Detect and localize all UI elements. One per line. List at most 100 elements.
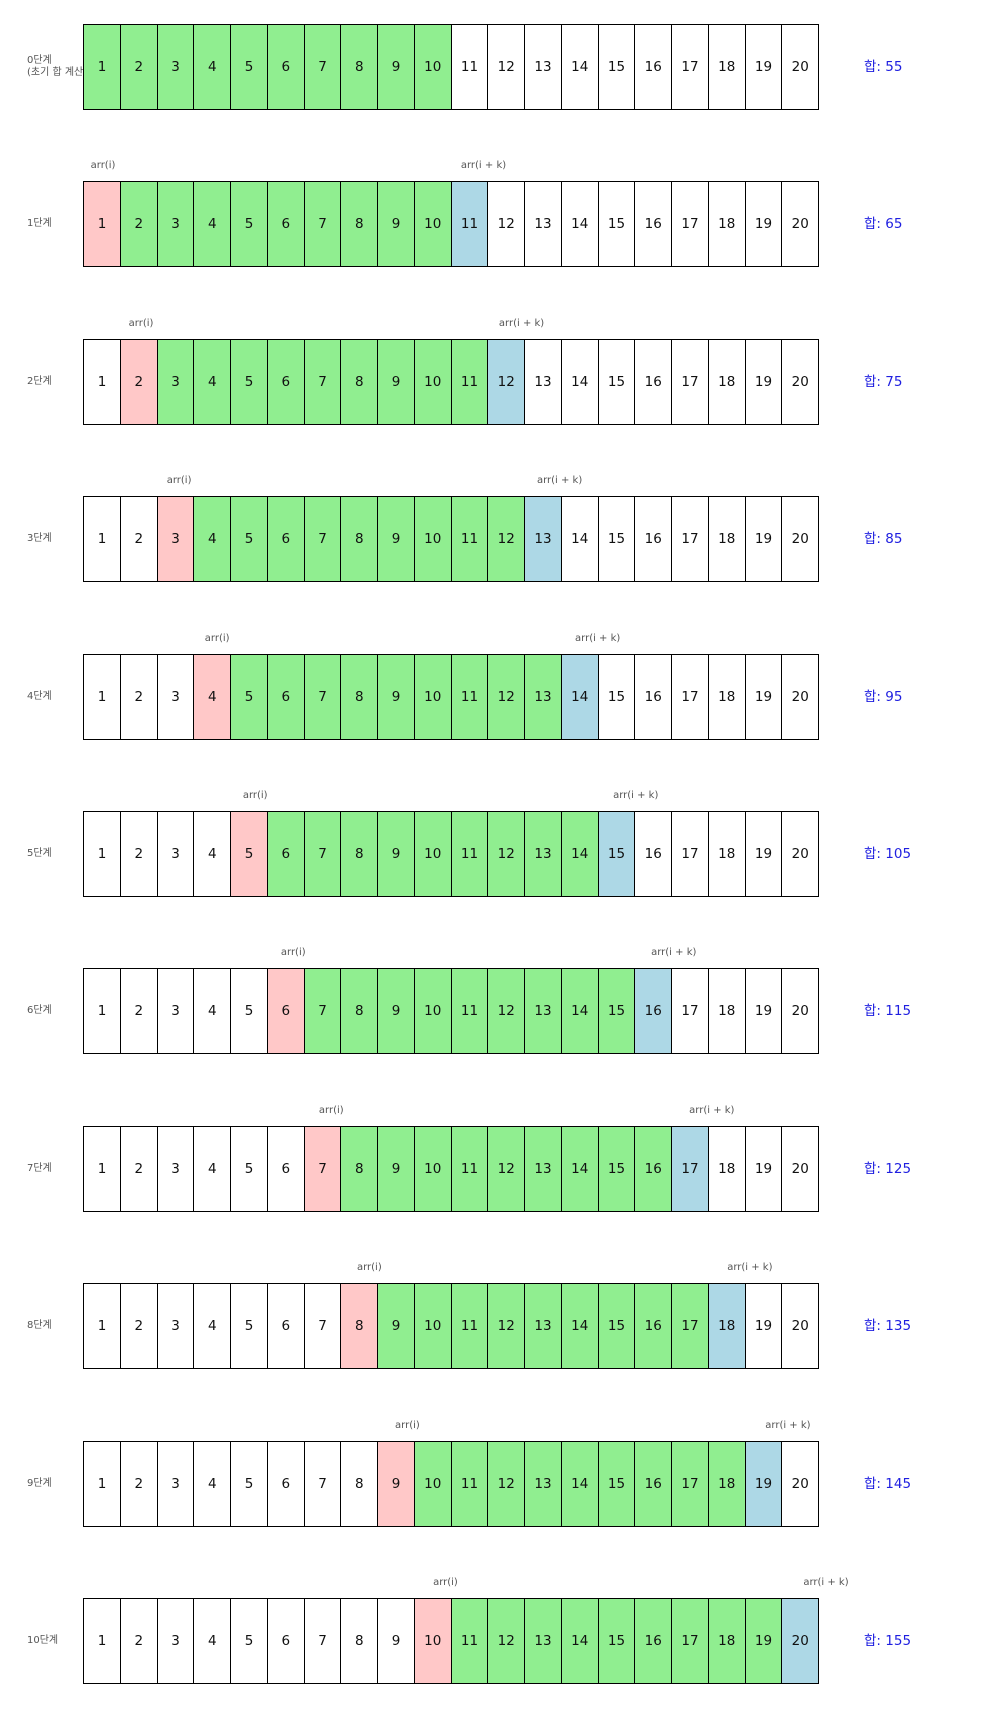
stage-label: 5단계 <box>27 848 52 859</box>
stage-label: 10단계 <box>27 1635 59 1646</box>
pointer-label-add: arr(i + k) <box>460 160 507 172</box>
array-cell: 19 <box>744 24 783 110</box>
window-sum: 합: 55 <box>864 59 903 75</box>
array-cell-window: 8 <box>340 181 379 268</box>
window-sum: 합: 125 <box>864 1160 912 1177</box>
pointer-label-remove: arr(i) <box>204 632 230 644</box>
array-cell-window: 5 <box>230 496 269 583</box>
array-cell: 3 <box>156 811 195 897</box>
array-cell-window: 7 <box>303 811 342 897</box>
array-cell-window: 14 <box>560 811 599 897</box>
pointer-label-remove: arr(i) <box>90 160 116 172</box>
stage-row: 6단계 arr(i) arr(i + k) 1 2 3 4 5 6 7 8 9 10 11 12 13 14 15… <box>0 944 1000 1055</box>
array-cell: 16 <box>634 653 673 740</box>
array-cell-window: 13 <box>524 1598 563 1684</box>
window-sum: 합: 75 <box>864 373 903 390</box>
array-cell: 18 <box>707 653 746 740</box>
array-cell: 12 <box>487 24 526 110</box>
array-cell-window: 7 <box>303 653 342 740</box>
array-cell-window: 10 <box>413 338 452 425</box>
array-cell-window: 2 <box>119 24 158 110</box>
array-cell: 19 <box>744 338 783 425</box>
stage-row: 9단계 arr(i) arr(i + k) 1 2 3 4 5 6 7 8 9 10 11 12 13 14 15… <box>0 1417 1000 1527</box>
array-cell: 18 <box>707 181 746 268</box>
array-cell: 1 <box>83 811 122 897</box>
array-cell: 7 <box>303 1440 342 1527</box>
array-cell-added: 18 <box>707 1283 746 1370</box>
array-cell: 6 <box>266 1440 305 1527</box>
array-cell: 4 <box>193 1283 232 1370</box>
array-cell-removed: 3 <box>156 496 195 583</box>
array-cell-window: 18 <box>707 1440 746 1527</box>
array-cell-window: 8 <box>340 496 379 583</box>
array-cell-added: 19 <box>744 1440 783 1527</box>
array-cell-window: 9 <box>377 1283 416 1370</box>
stage-label: 4단계 <box>27 690 52 702</box>
array-cell: 16 <box>634 24 673 110</box>
array-cell: 20 <box>781 1125 820 1212</box>
array-cell: 1 <box>83 653 122 740</box>
array-cell-removed: 1 <box>83 181 122 268</box>
array-cell: 7 <box>303 1283 342 1370</box>
pointer-label-add: arr(i + k) <box>575 632 621 644</box>
pointer-label-remove: arr(i) <box>395 1419 420 1431</box>
window-sum: 합: 95 <box>864 688 903 705</box>
array-cell-window: 17 <box>671 1440 710 1527</box>
array-cell-window: 10 <box>413 496 452 583</box>
array-cell-window: 12 <box>487 1125 526 1212</box>
array-cell-window: 3 <box>156 24 195 110</box>
array-cell: 18 <box>707 811 746 897</box>
array-cell-window: 2 <box>119 181 158 268</box>
array-cell-window: 6 <box>266 811 305 897</box>
array-cell-window: 9 <box>377 968 416 1055</box>
array-cell-removed: 9 <box>377 1440 416 1527</box>
array-cell: 17 <box>671 968 710 1055</box>
array-cell: 13 <box>524 24 563 110</box>
array-cell: 19 <box>744 968 783 1055</box>
array-cell: 3 <box>156 1283 195 1370</box>
array-cell: 20 <box>781 811 820 897</box>
array-cell-window: 18 <box>707 1598 746 1684</box>
array-cell-window: 4 <box>193 496 232 583</box>
array-cell-window: 5 <box>230 338 269 425</box>
array-cell-window: 11 <box>450 1598 489 1684</box>
array-cell-window: 7 <box>303 338 342 425</box>
array-cell-window: 10 <box>413 968 452 1055</box>
array-cell-window: 11 <box>450 653 489 740</box>
array-cell-window: 9 <box>377 181 416 268</box>
array-cell-window: 19 <box>744 1598 783 1684</box>
array-cell: 5 <box>230 968 269 1055</box>
window-sum: 합: 145 <box>864 1475 912 1492</box>
pointer-label-add: arr(i + k) <box>536 475 583 487</box>
array-cell-window: 12 <box>487 496 526 583</box>
array-cell-window: 6 <box>266 24 305 110</box>
array-cell: 19 <box>744 1283 783 1370</box>
array-cell-window: 11 <box>450 968 489 1055</box>
array-cell: 20 <box>781 1440 820 1527</box>
array-cell-window: 14 <box>560 1125 599 1212</box>
array-cell: 15 <box>597 181 636 268</box>
array-cell-window: 12 <box>487 968 526 1055</box>
stage-label: 8단계 <box>27 1320 52 1332</box>
array-cell-window: 11 <box>450 1440 489 1527</box>
array-cell-added: 14 <box>560 653 599 740</box>
array-cell: 2 <box>119 811 158 897</box>
array-cell: 15 <box>597 338 636 425</box>
array-cell-window: 7 <box>303 181 342 268</box>
pointer-label-add: arr(i + k) <box>498 317 545 329</box>
array-cell-window: 8 <box>340 1125 379 1212</box>
pointer-label-remove: arr(i) <box>166 475 192 487</box>
stage-label: 3단계 <box>27 533 52 545</box>
array-cell-removed: 6 <box>266 968 305 1055</box>
array-cells: 1 2 3 4 5 6 7 8 9 10 11 12 13 14 15 16 17 18 19 20 <box>83 811 844 897</box>
array-cell-window: 10 <box>413 811 452 897</box>
array-cell-window: 8 <box>340 338 379 425</box>
window-sum: 합: 115 <box>864 1003 912 1020</box>
array-cell-window: 12 <box>487 811 526 897</box>
array-cell-removed: 2 <box>119 338 158 425</box>
array-cell-window: 6 <box>266 181 305 268</box>
array-cell: 16 <box>634 811 673 897</box>
array-cell-window: 8 <box>340 653 379 740</box>
array-cells: 1 2 3 4 5 6 7 8 9 10 11 12 13 14 15 16 17 18 19 20 <box>83 1598 844 1684</box>
